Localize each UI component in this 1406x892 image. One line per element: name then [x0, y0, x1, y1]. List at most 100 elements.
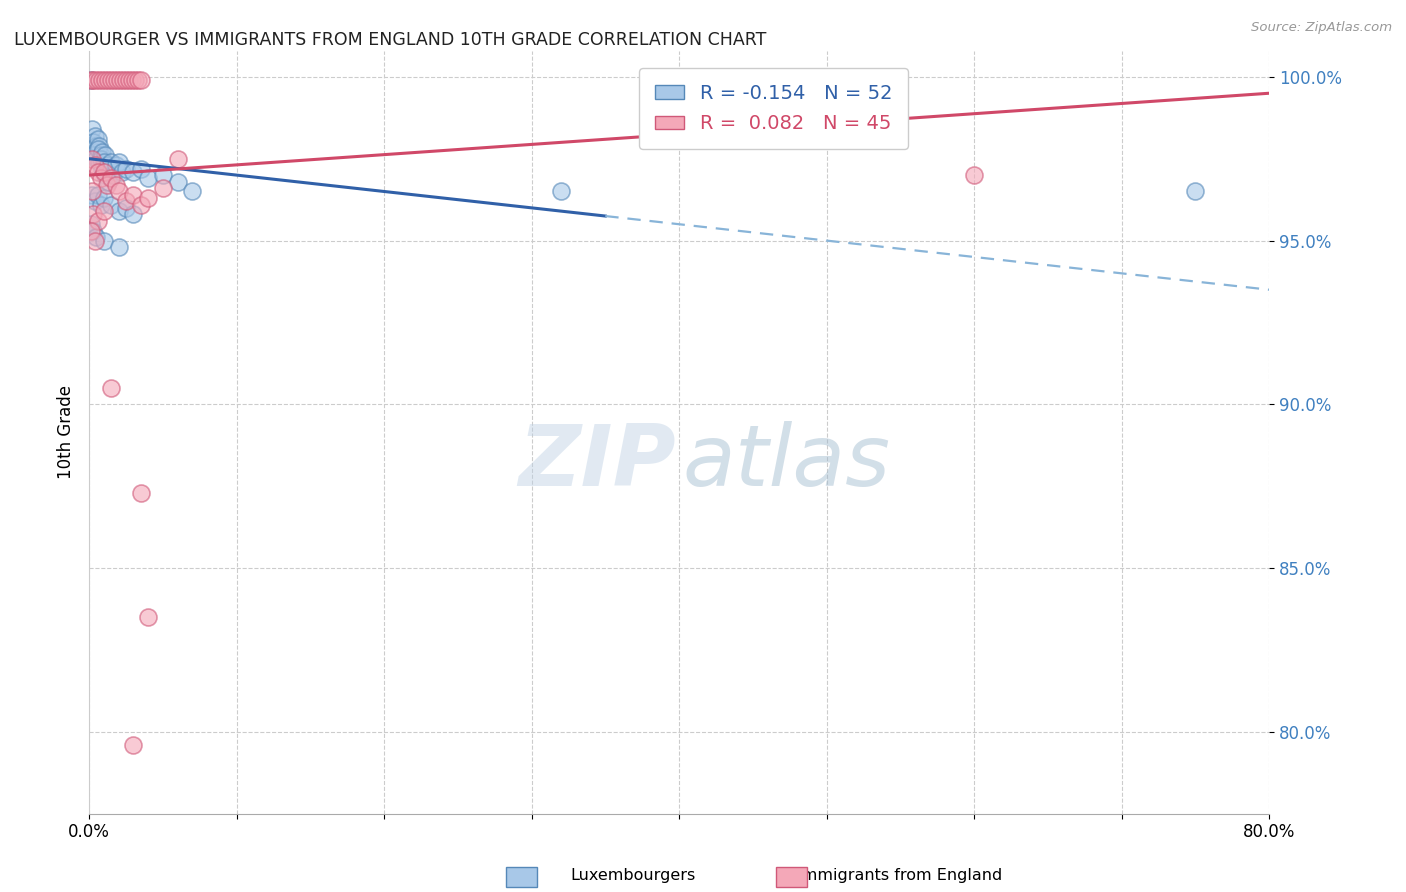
Point: [79, 224, 101, 238]
Point: [84, 234, 107, 248]
Point: [110, 165, 132, 179]
Point: [152, 168, 174, 182]
Point: [84, 194, 107, 209]
Point: [121, 73, 143, 87]
Text: atlas: atlas: [682, 421, 890, 504]
Point: [93, 234, 115, 248]
Point: [80, 152, 103, 166]
Point: [104, 178, 127, 192]
Point: [94, 148, 117, 162]
Point: [97, 158, 120, 172]
Point: [124, 73, 146, 87]
Point: [84, 158, 107, 172]
Text: Luxembourgers: Luxembourgers: [569, 869, 696, 883]
Text: Source: ZipAtlas.com: Source: ZipAtlas.com: [1251, 21, 1392, 34]
Point: [86, 152, 108, 166]
Point: [122, 207, 145, 221]
Point: [107, 204, 129, 219]
Point: [111, 73, 134, 87]
Point: [98, 161, 121, 176]
Point: [94, 168, 117, 182]
Point: [93, 155, 115, 169]
Point: [108, 73, 131, 87]
Point: [87, 165, 110, 179]
Point: [129, 161, 152, 176]
Point: [86, 230, 108, 244]
Point: [100, 381, 122, 395]
Point: [82, 207, 104, 221]
Point: [136, 191, 159, 205]
Point: [115, 194, 138, 209]
Point: [129, 197, 152, 211]
Point: [166, 175, 188, 189]
Legend: R = -0.154   N = 52, R =  0.082   N = 45: R = -0.154 N = 52, R = 0.082 N = 45: [640, 68, 908, 149]
Point: [963, 168, 986, 182]
Y-axis label: 10th Grade: 10th Grade: [58, 385, 75, 479]
Point: [90, 171, 112, 186]
Point: [97, 73, 120, 87]
Point: [103, 73, 125, 87]
Point: [101, 168, 124, 182]
Point: [86, 73, 108, 87]
Point: [89, 138, 111, 153]
Text: LUXEMBOURGER VS IMMIGRANTS FROM ENGLAND 10TH GRADE CORRELATION CHART: LUXEMBOURGER VS IMMIGRANTS FROM ENGLAND …: [14, 31, 766, 49]
Point: [80, 185, 103, 199]
Point: [97, 175, 120, 189]
Point: [94, 73, 117, 87]
Point: [79, 73, 101, 87]
Point: [166, 152, 188, 166]
Point: [82, 73, 104, 87]
Point: [136, 610, 159, 624]
Point: [100, 73, 122, 87]
Point: [105, 73, 128, 87]
Point: [87, 142, 110, 156]
Point: [87, 187, 110, 202]
Point: [104, 158, 127, 172]
Point: [550, 185, 572, 199]
Text: Immigrants from England: Immigrants from England: [797, 869, 1002, 883]
Point: [129, 73, 152, 87]
Point: [82, 136, 104, 150]
Point: [100, 171, 122, 186]
Point: [91, 161, 114, 176]
Point: [93, 191, 115, 205]
Point: [107, 240, 129, 254]
Point: [115, 201, 138, 215]
Point: [79, 217, 101, 231]
Point: [90, 197, 112, 211]
Point: [129, 485, 152, 500]
Point: [107, 155, 129, 169]
Point: [122, 187, 145, 202]
Point: [80, 187, 103, 202]
Point: [80, 122, 103, 136]
Point: [152, 181, 174, 195]
Text: ZIP: ZIP: [517, 421, 675, 504]
Point: [122, 165, 145, 179]
Point: [100, 155, 122, 169]
Point: [91, 73, 114, 87]
Point: [96, 178, 118, 192]
Point: [91, 145, 114, 160]
Point: [82, 224, 104, 238]
Point: [127, 73, 149, 87]
Point: [118, 73, 141, 87]
Point: [90, 148, 112, 162]
Point: [93, 158, 115, 172]
Point: [668, 73, 690, 87]
Point: [84, 128, 107, 143]
Point: [86, 138, 108, 153]
Point: [93, 165, 115, 179]
Point: [87, 214, 110, 228]
Point: [115, 73, 138, 87]
Point: [100, 197, 122, 211]
Point: [89, 155, 111, 169]
Point: [96, 165, 118, 179]
Point: [82, 148, 104, 162]
Point: [1184, 185, 1206, 199]
Point: [136, 171, 159, 186]
Point: [90, 152, 112, 166]
Point: [79, 73, 101, 87]
Point: [115, 161, 138, 176]
Point: [89, 73, 111, 87]
Point: [122, 738, 145, 752]
